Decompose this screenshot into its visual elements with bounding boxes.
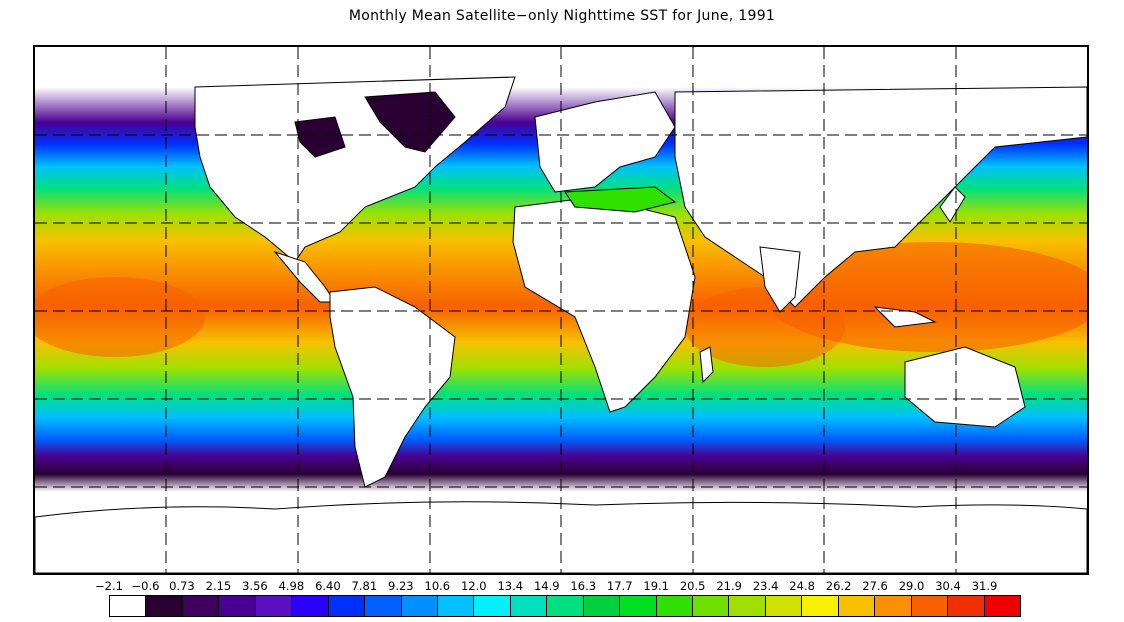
color-scale-label: −0.6 bbox=[131, 579, 160, 593]
color-scale-swatch bbox=[802, 596, 839, 616]
color-scale-label: 2.15 bbox=[205, 579, 232, 593]
australia bbox=[904, 346, 1026, 428]
color-scale-label: 20.5 bbox=[679, 579, 706, 593]
color-scale-swatch bbox=[765, 596, 803, 616]
japan bbox=[939, 186, 966, 223]
color-scale-label: 3.56 bbox=[242, 579, 268, 593]
color-scale-label: 26.2 bbox=[825, 579, 852, 593]
graticule bbox=[35, 47, 1087, 573]
color-scale-swatch bbox=[583, 596, 621, 616]
color-scale-label: 17.7 bbox=[606, 579, 633, 593]
color-scale-label: 31.9 bbox=[971, 579, 998, 593]
color-scale-label: 12.0 bbox=[460, 579, 487, 593]
color-scale-swatch bbox=[693, 596, 730, 616]
color-scale-swatch bbox=[984, 596, 1020, 616]
color-scale-label: 9.23 bbox=[388, 579, 414, 593]
warm-pool-west-pacific bbox=[765, 242, 1087, 352]
color-scale-label: 29.0 bbox=[898, 579, 925, 593]
color-scale-swatch bbox=[656, 596, 693, 616]
color-scale-label: 14.9 bbox=[533, 579, 560, 593]
indonesia bbox=[873, 306, 937, 328]
color-scale-label: 30.4 bbox=[935, 579, 961, 593]
warm-pool-east-pacific bbox=[35, 277, 205, 357]
south-america bbox=[329, 286, 456, 488]
color-scale-swatch bbox=[146, 596, 183, 616]
color-scale-swatch bbox=[365, 596, 402, 616]
color-scale-swatch bbox=[510, 596, 548, 616]
color-scale-swatch bbox=[219, 596, 256, 616]
color-scale-label: 6.40 bbox=[315, 579, 341, 593]
color-scale-swatch bbox=[328, 596, 366, 616]
color-scale-label: 7.81 bbox=[351, 579, 378, 593]
mediterranean-sea bbox=[564, 186, 677, 213]
color-scale-swatch bbox=[474, 596, 511, 616]
color-scale-label: 19.1 bbox=[643, 579, 669, 593]
color-scale-label: 27.6 bbox=[862, 579, 888, 593]
color-scale-label: 10.6 bbox=[424, 579, 451, 593]
color-scale-swatch bbox=[729, 596, 766, 616]
map-title: Monthly Mean Satellite−only Nighttime SS… bbox=[348, 8, 776, 24]
sst-map-canvas bbox=[35, 47, 1087, 573]
color-scale-label: 0.73 bbox=[169, 579, 195, 593]
color-scale-swatch bbox=[182, 596, 220, 616]
color-scale-swatch bbox=[292, 596, 329, 616]
madagascar bbox=[699, 346, 714, 384]
sst-map bbox=[33, 45, 1089, 575]
color-scale-swatch bbox=[620, 596, 657, 616]
color-scale-label: 21.9 bbox=[716, 579, 742, 593]
color-scale-swatch bbox=[437, 596, 475, 616]
color-scale-swatch bbox=[401, 596, 438, 616]
color-scale-swatch bbox=[547, 596, 584, 616]
color-scale-label: 24.8 bbox=[789, 579, 815, 593]
color-scale-swatch bbox=[875, 596, 912, 616]
color-scale-label: 4.98 bbox=[278, 579, 305, 593]
color-scale-label: 16.3 bbox=[570, 579, 597, 593]
color-scale-label: 23.4 bbox=[752, 579, 779, 593]
color-scale-swatch bbox=[110, 596, 147, 616]
color-scale-label: −2.1 bbox=[95, 579, 123, 593]
color-scale-labels: −2.1 −0.6 0.73 2.15 3.56 4.98 6.40 7.81 9.23 10.6… bbox=[90, 579, 1050, 595]
warm-pool-indian bbox=[685, 287, 845, 367]
india bbox=[759, 246, 801, 313]
hudson-bay bbox=[294, 116, 346, 158]
europe bbox=[534, 91, 676, 193]
color-scale-swatch bbox=[948, 596, 985, 616]
africa bbox=[512, 196, 696, 413]
color-scale-swatch bbox=[255, 596, 293, 616]
color-scale-label: 13.4 bbox=[497, 579, 524, 593]
color-scale-swatch bbox=[911, 596, 949, 616]
color-scale-bar bbox=[109, 595, 1021, 617]
greenland-sea bbox=[364, 91, 456, 153]
color-scale-swatch bbox=[838, 596, 876, 616]
